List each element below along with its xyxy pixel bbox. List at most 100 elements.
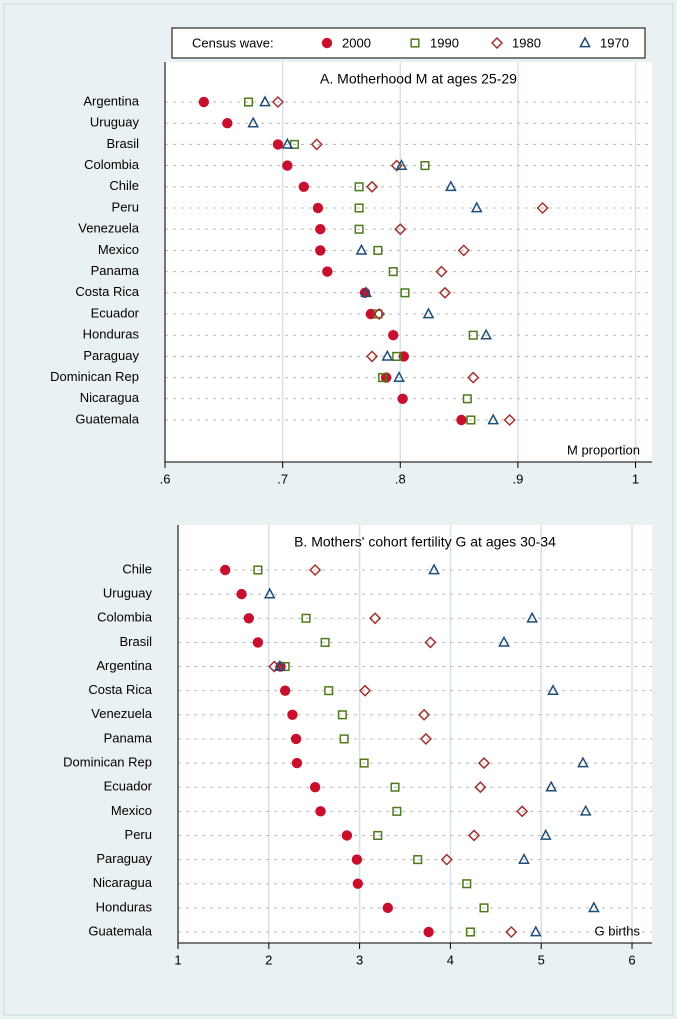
dot-marker bbox=[395, 159, 408, 170]
dot-marker bbox=[468, 330, 478, 340]
y-tick-label: Nicaragua bbox=[80, 390, 140, 405]
dot-marker bbox=[456, 414, 467, 426]
legend-marker bbox=[579, 36, 591, 48]
dot-marker bbox=[252, 637, 264, 648]
dot-marker bbox=[352, 878, 363, 889]
dot-marker bbox=[381, 349, 394, 361]
y-tick-label: Costa Rica bbox=[88, 682, 152, 697]
x-tick-label: 6 bbox=[628, 952, 635, 967]
y-tick-label: Mexico bbox=[111, 803, 152, 818]
dot-marker bbox=[438, 286, 452, 299]
dot-marker bbox=[341, 830, 353, 841]
dot-marker bbox=[536, 201, 549, 215]
dot-marker bbox=[400, 288, 410, 298]
dot-marker bbox=[198, 96, 210, 108]
x-tick-label: 5 bbox=[538, 952, 545, 967]
dot-marker bbox=[588, 901, 600, 913]
dot-marker bbox=[397, 393, 408, 404]
dot-marker bbox=[477, 757, 491, 770]
legend-marker bbox=[321, 37, 333, 49]
dot-marker bbox=[466, 415, 476, 425]
y-tick-label: Uruguay bbox=[90, 115, 140, 130]
x-tick-label: .8 bbox=[395, 471, 406, 486]
legend-label: 1980 bbox=[512, 35, 541, 50]
dot-marker bbox=[279, 685, 291, 696]
dot-marker bbox=[419, 732, 432, 745]
dot-marker bbox=[259, 95, 271, 107]
dot-marker bbox=[315, 224, 326, 235]
dot-marker bbox=[315, 245, 326, 256]
dot-marker bbox=[465, 927, 475, 937]
y-tick-label: Paraguay bbox=[96, 851, 152, 866]
dot-marker bbox=[529, 925, 542, 937]
dot-marker bbox=[373, 830, 383, 841]
plot-area bbox=[165, 62, 652, 462]
x-tick-label: 2 bbox=[265, 952, 272, 967]
y-tick-label: Uruguay bbox=[103, 586, 153, 601]
dot-marker bbox=[516, 805, 529, 818]
dot-marker bbox=[505, 925, 518, 939]
legend-label: 1990 bbox=[430, 35, 459, 50]
dot-marker bbox=[394, 223, 407, 236]
dot-marker bbox=[315, 806, 326, 817]
frame bbox=[3, 3, 674, 1016]
dot-marker bbox=[287, 709, 298, 720]
dot-marker bbox=[547, 684, 559, 696]
y-tick-label: Ecuador bbox=[91, 305, 140, 320]
dot-marker bbox=[470, 201, 483, 213]
dot-marker bbox=[301, 613, 311, 623]
y-tick-label: Panama bbox=[91, 263, 140, 278]
dot-marker bbox=[390, 782, 400, 792]
dot-marker bbox=[309, 782, 321, 793]
y-tick-label: Dominican Rep bbox=[63, 755, 152, 770]
dot-marker bbox=[309, 563, 322, 577]
dot-marker bbox=[354, 224, 364, 234]
y-tick-label: Argentina bbox=[83, 93, 139, 108]
dot-marker bbox=[358, 684, 372, 697]
chart-title: A. Motherhood M at ages 25-29 bbox=[320, 71, 517, 87]
dot-marker bbox=[467, 829, 481, 842]
y-tick-label: Costa Rica bbox=[75, 284, 139, 299]
y-tick-label: Peru bbox=[112, 199, 139, 214]
dot-marker bbox=[474, 781, 487, 794]
dot-marker bbox=[312, 202, 324, 214]
y-tick-label: Brasil bbox=[119, 634, 152, 649]
dot-marker bbox=[291, 757, 303, 769]
dot-marker bbox=[480, 328, 492, 340]
dot-marker bbox=[418, 708, 431, 721]
y-tick-label: Venezuela bbox=[91, 706, 152, 721]
y-tick-label: Honduras bbox=[83, 327, 140, 342]
dot-marker bbox=[298, 181, 310, 192]
y-tick-label: Guatemala bbox=[88, 923, 152, 938]
x-tick-label: .9 bbox=[512, 471, 523, 486]
dot-marker bbox=[420, 161, 430, 171]
dot-marker bbox=[290, 733, 302, 745]
dot-marker bbox=[579, 804, 592, 816]
dot-marker bbox=[392, 351, 402, 361]
dot-marker bbox=[360, 286, 373, 298]
dot-marker bbox=[462, 394, 472, 404]
y-tick-label: Argentina bbox=[96, 658, 152, 673]
dot-marker bbox=[373, 307, 386, 321]
x-tick-label: 4 bbox=[447, 952, 454, 967]
dot-marker bbox=[355, 243, 368, 255]
y-tick-label: Ecuador bbox=[104, 779, 153, 794]
y-tick-label: Honduras bbox=[96, 899, 153, 914]
y-tick-label: Panama bbox=[104, 730, 153, 745]
dot-marker bbox=[368, 612, 382, 625]
dot-marker bbox=[253, 565, 263, 575]
dot-marker bbox=[263, 587, 276, 599]
x-axis-label: G births bbox=[594, 923, 640, 938]
y-tick-label: Peru bbox=[125, 827, 152, 842]
x-tick-label: .7 bbox=[277, 471, 288, 486]
x-tick-label: 1 bbox=[632, 471, 639, 486]
dot-marker bbox=[392, 806, 402, 816]
dot-marker bbox=[220, 564, 231, 576]
dot-marker bbox=[539, 828, 552, 840]
dot-marker bbox=[393, 371, 405, 382]
y-tick-label: Colombia bbox=[84, 157, 140, 172]
dot-marker bbox=[498, 635, 510, 647]
dot-marker bbox=[282, 160, 293, 171]
y-tick-label: Dominican Rep bbox=[50, 369, 139, 384]
